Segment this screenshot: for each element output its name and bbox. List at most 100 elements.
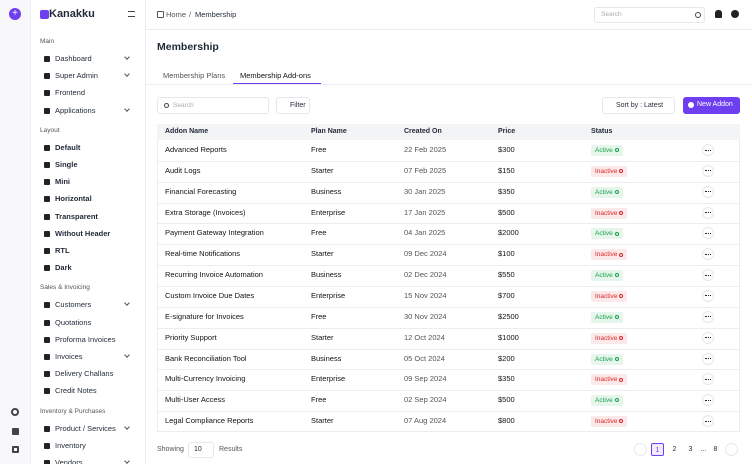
page-button[interactable]: 8 [713, 446, 718, 453]
menu-item[interactable]: Mini [55, 177, 70, 187]
menu-item[interactable]: Proforma Invoices [55, 334, 116, 344]
status-text: Inactive [595, 251, 618, 259]
cell: Multi-Currency Invoicing [165, 374, 246, 384]
new-addon-button[interactable]: New Addon [683, 97, 740, 114]
status-text: Inactive [595, 334, 618, 342]
cell: Enterprise [311, 374, 346, 384]
row-actions[interactable] [702, 248, 714, 261]
menu-item[interactable]: Applications [55, 105, 96, 115]
menu-item[interactable]: Default [55, 142, 81, 152]
cell: Business [311, 186, 342, 196]
menu-item[interactable]: Single [55, 160, 78, 169]
page-button[interactable]: 3 [688, 446, 693, 453]
menu-item[interactable]: Inventory [55, 440, 86, 450]
cell: Free [311, 228, 327, 238]
row-actions[interactable] [702, 269, 714, 282]
status-icon [614, 273, 619, 278]
menu-icon [44, 213, 50, 220]
menu-item[interactable]: Product / Services [55, 423, 116, 433]
row-actions[interactable] [702, 227, 714, 240]
menu-item[interactable]: Delivery Challans [55, 369, 114, 379]
status-icon [619, 210, 624, 215]
cell: Enterprise [311, 207, 346, 217]
tab[interactable]: Membership Plans [163, 71, 226, 80]
menu-item[interactable]: Frontend [55, 88, 86, 98]
section-title: Sales & Invoicing [40, 284, 90, 292]
row-actions[interactable] [702, 373, 714, 386]
row-actions[interactable] [702, 144, 714, 156]
cell: Starter [311, 165, 334, 175]
settings-icon[interactable] [731, 10, 739, 18]
tab[interactable]: Membership Add-ons [240, 71, 311, 80]
cell: Recurring Invoice Automation [165, 270, 263, 280]
page-button[interactable]: 2 [672, 446, 677, 453]
menu-icon [44, 196, 50, 203]
menu-item[interactable]: RTL [55, 246, 70, 255]
menu-icon [44, 248, 50, 254]
row-actions[interactable] [702, 164, 714, 177]
menu-item[interactable]: Quotations [55, 317, 92, 327]
status-text: Inactive [595, 167, 618, 175]
page-title: Membership [157, 41, 219, 53]
search-box[interactable]: Search [157, 97, 269, 114]
row-border [157, 160, 740, 162]
settings-icon[interactable] [11, 408, 19, 416]
status-badge: Inactive [591, 332, 628, 344]
row-actions[interactable] [702, 394, 714, 407]
lock-icon[interactable] [12, 428, 19, 435]
cell: Priority Support [165, 332, 217, 342]
cell: $1000 [498, 332, 519, 342]
page-button[interactable]: 1 [651, 443, 664, 456]
column-header[interactable]: Addon Name [165, 128, 209, 135]
menu-icon [44, 179, 50, 186]
row-actions[interactable] [702, 352, 714, 365]
menu-item[interactable]: Horizontal [55, 194, 92, 204]
menu-item[interactable]: Super Admin [55, 71, 98, 81]
menu-item[interactable]: Transparent [55, 211, 98, 221]
cell: $800 [498, 416, 515, 426]
prev-button[interactable] [634, 443, 647, 456]
menu-item[interactable]: Credit Notes [55, 386, 97, 396]
column-header[interactable]: Plan Name [311, 128, 347, 135]
table-header [157, 124, 740, 140]
next-button[interactable] [725, 443, 738, 456]
menu-item[interactable]: Dark [55, 263, 72, 273]
row-actions[interactable] [702, 310, 714, 323]
per-page-select[interactable]: 10 [188, 442, 214, 458]
menu-icon [44, 425, 50, 432]
menu-item[interactable]: Vendors [55, 458, 83, 464]
dots [705, 337, 711, 339]
search-box[interactable]: Search [594, 7, 705, 23]
notification-icon[interactable] [715, 10, 722, 18]
menu-item[interactable]: Without Header [55, 228, 111, 238]
dots [705, 212, 711, 214]
cell: 09 Sep 2024 [404, 374, 447, 384]
column-header[interactable]: Created On [404, 128, 442, 135]
sort-button[interactable]: Sort by : Latest [602, 97, 675, 114]
section-title: Inventory & Purchases [40, 407, 106, 415]
add-button[interactable]: + [9, 8, 21, 20]
row-actions[interactable] [702, 331, 714, 344]
menu-toggle[interactable] [128, 11, 135, 17]
row-actions[interactable] [702, 415, 714, 428]
menu-icon [44, 388, 50, 395]
row-actions[interactable] [702, 289, 714, 302]
cell: $100 [498, 249, 515, 259]
column-header[interactable]: Price [498, 128, 516, 135]
row-actions[interactable] [702, 206, 714, 219]
logout-icon[interactable] [12, 446, 19, 453]
breadcrumb[interactable]: Home [166, 10, 187, 19]
section-title: Layout [40, 126, 60, 134]
sort-label: Sort by : Latest [616, 102, 664, 109]
cell: Enterprise [311, 290, 346, 300]
cell: $200 [498, 353, 515, 363]
status-badge: Active [591, 353, 623, 365]
cell: $2000 [498, 228, 519, 238]
menu-item[interactable]: Invoices [55, 352, 83, 361]
results-label: Results [219, 446, 243, 453]
filter-button[interactable]: Filter [276, 97, 310, 114]
cell: Starter [311, 332, 334, 342]
row-actions[interactable] [702, 185, 714, 198]
menu-item[interactable]: Customers [55, 300, 92, 310]
menu-item[interactable]: Dashboard [55, 54, 92, 63]
